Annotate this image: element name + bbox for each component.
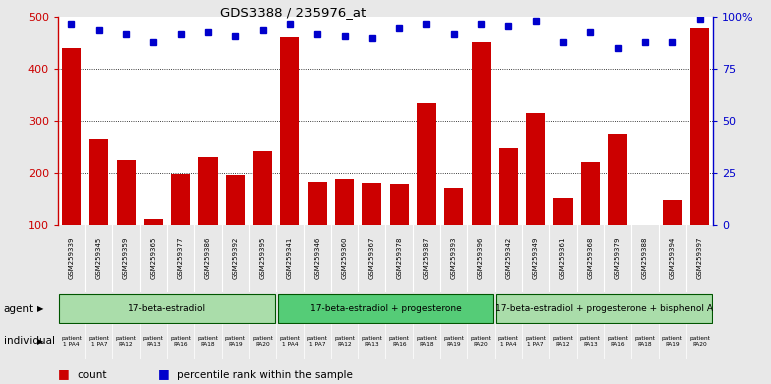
Text: GSM259349: GSM259349 — [533, 237, 539, 280]
Text: agent: agent — [4, 303, 34, 314]
Text: patient
PA16: patient PA16 — [608, 336, 628, 347]
Bar — [417, 103, 436, 225]
Text: patient
1 PA7: patient 1 PA7 — [307, 336, 328, 347]
Text: patient
PA18: patient PA18 — [635, 336, 655, 347]
Bar — [389, 184, 409, 225]
Text: patient
1 PA4: patient 1 PA4 — [498, 336, 519, 347]
Text: patient
PA19: patient PA19 — [225, 336, 246, 347]
Bar — [608, 134, 627, 225]
Bar — [362, 183, 382, 225]
Text: GSM259396: GSM259396 — [478, 237, 484, 280]
Text: GSM259388: GSM259388 — [642, 237, 648, 280]
Bar — [198, 157, 217, 225]
Bar — [335, 179, 354, 225]
Text: GSM259359: GSM259359 — [123, 237, 129, 280]
Text: GSM259395: GSM259395 — [260, 237, 266, 280]
Text: patient
1 PA7: patient 1 PA7 — [525, 336, 546, 347]
Bar — [662, 200, 682, 225]
Text: 17-beta-estradiol + progesterone + bisphenol A: 17-beta-estradiol + progesterone + bisph… — [495, 304, 713, 313]
Bar — [526, 113, 545, 225]
Text: 17-beta-estradiol: 17-beta-estradiol — [128, 304, 206, 313]
Text: GSM259379: GSM259379 — [614, 237, 621, 280]
Text: patient
PA18: patient PA18 — [416, 336, 437, 347]
Text: GSM259339: GSM259339 — [69, 237, 75, 280]
Text: ■: ■ — [58, 367, 69, 380]
Bar — [116, 160, 136, 225]
Text: GSM259365: GSM259365 — [150, 237, 157, 280]
Text: patient
PA20: patient PA20 — [470, 336, 491, 347]
Text: patient
PA13: patient PA13 — [362, 336, 382, 347]
Bar — [444, 189, 463, 225]
Text: patient
PA19: patient PA19 — [662, 336, 682, 347]
Bar — [499, 148, 518, 225]
Text: GSM259345: GSM259345 — [96, 237, 102, 280]
Text: patient
PA20: patient PA20 — [689, 336, 710, 347]
Bar — [171, 174, 190, 225]
Bar — [89, 139, 109, 225]
Text: count: count — [77, 370, 106, 380]
Text: patient
PA13: patient PA13 — [143, 336, 163, 347]
Text: patient
PA19: patient PA19 — [443, 336, 464, 347]
Text: patient
1 PA7: patient 1 PA7 — [89, 336, 109, 347]
Text: individual: individual — [4, 336, 55, 346]
Text: patient
PA12: patient PA12 — [334, 336, 355, 347]
FancyBboxPatch shape — [59, 294, 275, 323]
Text: GSM259341: GSM259341 — [287, 237, 293, 280]
Text: GDS3388 / 235976_at: GDS3388 / 235976_at — [220, 6, 366, 19]
Text: 17-beta-estradiol + progesterone: 17-beta-estradiol + progesterone — [310, 304, 461, 313]
FancyBboxPatch shape — [278, 294, 493, 323]
Text: GSM259387: GSM259387 — [423, 237, 429, 280]
Text: GSM259368: GSM259368 — [588, 237, 594, 280]
Text: patient
PA18: patient PA18 — [197, 336, 218, 347]
Text: GSM259377: GSM259377 — [177, 237, 183, 280]
Bar — [253, 151, 272, 225]
Text: GSM259397: GSM259397 — [696, 237, 702, 280]
FancyBboxPatch shape — [496, 294, 712, 323]
Text: patient
PA13: patient PA13 — [580, 336, 601, 347]
Bar — [554, 198, 573, 225]
Text: GSM259394: GSM259394 — [669, 237, 675, 280]
Text: patient
PA20: patient PA20 — [252, 336, 273, 347]
Text: patient
PA16: patient PA16 — [389, 336, 409, 347]
Bar — [635, 225, 655, 254]
Text: patient
1 PA4: patient 1 PA4 — [61, 336, 82, 347]
Text: GSM259360: GSM259360 — [342, 237, 348, 280]
Text: ▶: ▶ — [37, 337, 43, 346]
Text: GSM259346: GSM259346 — [315, 237, 320, 280]
Text: patient
PA16: patient PA16 — [170, 336, 191, 347]
Text: ■: ■ — [158, 367, 170, 380]
Bar — [144, 220, 163, 225]
Bar — [581, 162, 600, 225]
Bar — [62, 48, 81, 225]
Bar — [308, 182, 327, 225]
Text: GSM259361: GSM259361 — [560, 237, 566, 280]
Text: GSM259392: GSM259392 — [232, 237, 238, 280]
Text: GSM259378: GSM259378 — [396, 237, 402, 280]
Text: patient
PA12: patient PA12 — [553, 336, 574, 347]
Bar — [226, 175, 245, 225]
Text: GSM259386: GSM259386 — [205, 237, 211, 280]
Text: ▶: ▶ — [37, 304, 43, 313]
Bar — [690, 28, 709, 225]
Text: GSM259393: GSM259393 — [451, 237, 456, 280]
Text: GSM259342: GSM259342 — [505, 237, 511, 280]
Text: patient
1 PA4: patient 1 PA4 — [280, 336, 301, 347]
Text: GSM259367: GSM259367 — [369, 237, 375, 280]
Bar — [472, 42, 490, 225]
Text: percentile rank within the sample: percentile rank within the sample — [177, 370, 353, 380]
Bar — [281, 37, 299, 225]
Text: patient
PA12: patient PA12 — [116, 336, 136, 347]
